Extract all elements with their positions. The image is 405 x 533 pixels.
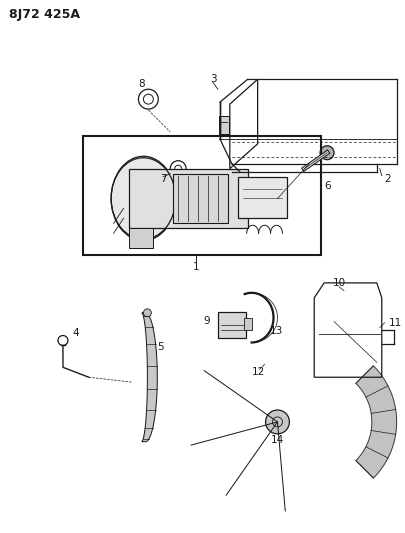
Text: 12: 12	[251, 367, 264, 377]
Circle shape	[265, 410, 289, 434]
Circle shape	[319, 146, 333, 160]
Text: 11: 11	[388, 318, 401, 328]
Text: 14: 14	[270, 435, 283, 445]
Text: 1: 1	[192, 262, 199, 272]
Bar	[173, 174, 227, 223]
Bar	[83, 136, 320, 255]
Text: 4: 4	[73, 328, 79, 337]
Text: 2: 2	[383, 174, 390, 183]
Text: 5: 5	[157, 342, 164, 352]
Text: 7: 7	[160, 174, 166, 183]
Text: 8J72 425A: 8J72 425A	[9, 8, 80, 21]
Bar	[217, 312, 245, 337]
Ellipse shape	[111, 156, 175, 241]
Text: 9: 9	[203, 316, 209, 326]
Bar	[237, 176, 287, 219]
Text: 10: 10	[332, 278, 345, 288]
Text: 6: 6	[323, 181, 330, 191]
Bar	[243, 318, 251, 329]
Polygon shape	[355, 366, 396, 478]
Circle shape	[143, 309, 151, 317]
Bar	[218, 116, 228, 134]
Polygon shape	[128, 228, 153, 248]
Text: 8: 8	[138, 79, 145, 89]
Text: 13: 13	[269, 326, 282, 336]
Polygon shape	[141, 313, 157, 442]
Text: 3: 3	[209, 74, 216, 84]
Bar	[128, 168, 247, 228]
